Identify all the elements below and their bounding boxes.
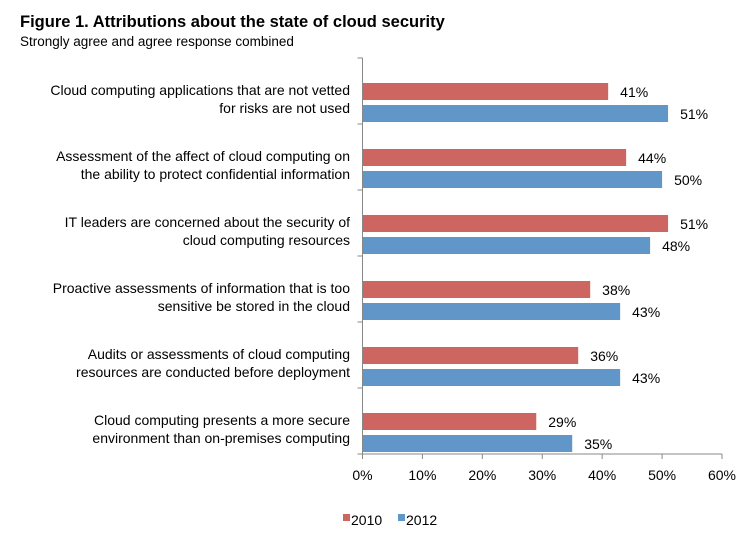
x-tick-label: 40% [588,467,616,483]
chart-subtitle: Strongly agree and agree response combin… [20,34,294,49]
data-label-2010: 36% [590,348,618,364]
category-label: IT leaders are concerned about the secur… [65,214,350,230]
data-label-2012: 43% [632,304,660,320]
x-tick-label: 50% [648,467,676,483]
data-label-2012: 35% [584,436,612,452]
x-tick-label: 20% [468,467,496,483]
bar-2012 [362,171,663,188]
bar-2010 [362,413,537,430]
bar-2012 [362,105,669,122]
bar-2012 [362,369,621,386]
x-tick-label: 0% [352,467,372,483]
chart-title: Figure 1. Attributions about the state o… [20,13,446,31]
bar-2012 [362,303,621,320]
bar-2012 [362,237,651,254]
category-label: Proactive assessments of information tha… [53,280,350,296]
category-label: sensitive be stored in the cloud [158,298,350,314]
bar-2010 [362,347,579,364]
bar-2010 [362,281,591,298]
data-label-2010: 51% [680,216,708,232]
x-tick-label: 30% [528,467,556,483]
bar-2010 [362,215,669,232]
category-label: cloud computing resources [183,232,350,248]
category-label: environment than on-premises computing [92,430,350,446]
data-label-2010: 44% [638,150,666,166]
data-label-2012: 48% [662,238,690,254]
legend-label-2010: 2010 [351,512,382,528]
bar-2012 [362,435,573,452]
data-label-2010: 38% [602,282,630,298]
category-label: Audits or assessments of cloud computing [88,346,350,362]
legend-swatch-2012 [398,514,405,521]
legend-swatch-2010 [343,514,350,521]
data-label-2010: 41% [620,84,648,100]
category-label: for risks are not used [219,100,350,116]
bar-2010 [362,83,609,100]
x-tick-label: 10% [408,467,436,483]
data-label-2010: 29% [548,414,576,430]
category-label: Cloud computing presents a more secure [94,412,350,428]
legend-label-2012: 2012 [406,512,437,528]
category-label: the ability to protect confidential info… [81,166,350,182]
category-label: resources are conducted before deploymen… [76,364,350,380]
x-tick-label: 60% [708,467,736,483]
category-label: Assessment of the affect of cloud comput… [56,148,350,164]
data-label-2012: 50% [674,172,702,188]
data-label-2012: 43% [632,370,660,386]
category-label: Cloud computing applications that are no… [50,82,350,98]
bar-2010 [362,149,627,166]
data-label-2012: 51% [680,106,708,122]
